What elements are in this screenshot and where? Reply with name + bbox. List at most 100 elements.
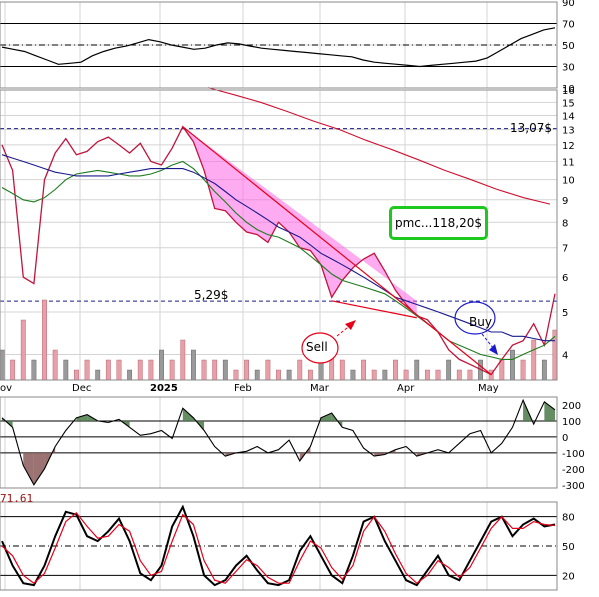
volume-bar bbox=[42, 299, 47, 381]
rsi-tick-label: 30 bbox=[562, 63, 575, 74]
volume-bar bbox=[116, 359, 122, 381]
cci-line bbox=[1, 398, 556, 486]
cci-tick-label: 0 bbox=[562, 433, 568, 444]
volume-bar bbox=[74, 369, 79, 381]
month-label: Mar bbox=[310, 383, 330, 394]
volume-bar bbox=[169, 359, 175, 381]
volume-bar bbox=[254, 369, 260, 381]
callout-box: pmc...118,20$ bbox=[389, 206, 488, 240]
stoch-tick-label: 50 bbox=[562, 542, 575, 553]
cci-shade bbox=[23, 452, 34, 485]
volume-bar bbox=[52, 349, 58, 381]
volume-bar bbox=[212, 359, 218, 381]
price-tick-label: 12 bbox=[562, 141, 575, 152]
price-tick-label: 13 bbox=[562, 126, 575, 137]
ma-short-line bbox=[1, 160, 556, 360]
price-tick-label: 6 bbox=[562, 273, 568, 284]
volume-bar bbox=[541, 359, 547, 381]
sell-arrow-head bbox=[345, 320, 356, 330]
cci-panel bbox=[0, 396, 558, 489]
volume-bar bbox=[0, 349, 5, 381]
volume-bar bbox=[201, 359, 207, 381]
month-label: Feb bbox=[234, 383, 252, 394]
rsi-tick-label: 50 bbox=[562, 41, 575, 52]
price-line bbox=[1, 125, 556, 376]
month-label: ov bbox=[0, 383, 12, 394]
price-panel bbox=[0, 89, 558, 381]
volume-bar bbox=[520, 359, 526, 381]
price-tick-label: 5 bbox=[562, 308, 568, 319]
volume-bar bbox=[456, 369, 462, 381]
volume-bar bbox=[446, 359, 452, 381]
price-tick-label: 16 bbox=[562, 86, 575, 97]
cci-shade bbox=[544, 401, 555, 421]
volume-bar bbox=[137, 359, 143, 381]
stoch-tick-label: 80 bbox=[562, 513, 575, 524]
volume-bar bbox=[308, 369, 313, 381]
volume-bar bbox=[424, 369, 430, 381]
volume-bar bbox=[403, 369, 409, 381]
price-tick-label: 15 bbox=[562, 98, 575, 109]
cci-shade bbox=[182, 408, 194, 421]
cci-shade bbox=[76, 414, 88, 421]
price-tick-label: 8 bbox=[562, 218, 568, 229]
volume-bar bbox=[127, 369, 133, 381]
month-label: May bbox=[478, 383, 499, 394]
volume-bar bbox=[393, 359, 398, 381]
volume-bar bbox=[105, 359, 111, 381]
price-tick-label: 9 bbox=[562, 196, 568, 207]
month-label: Apr bbox=[397, 383, 415, 394]
rsi-line bbox=[1, 27, 556, 68]
rsi-panel bbox=[0, 1, 558, 89]
volume-bar bbox=[435, 369, 441, 381]
cci-shade bbox=[44, 446, 56, 469]
volume-bar bbox=[148, 359, 154, 381]
volume-bar bbox=[499, 359, 505, 381]
rsi-tick-label: 70 bbox=[562, 20, 575, 31]
volume-bar bbox=[10, 359, 16, 381]
price-tick-label: 4 bbox=[562, 351, 568, 362]
sell-label: Sell bbox=[306, 340, 328, 354]
ma-mid-line bbox=[1, 154, 555, 342]
cci-shade bbox=[321, 412, 332, 421]
volume-bar bbox=[265, 359, 271, 381]
ma-long-line bbox=[207, 87, 551, 205]
volume-bar bbox=[361, 359, 366, 381]
volume-bar bbox=[84, 359, 90, 381]
volume-bar bbox=[339, 359, 345, 381]
volume-bar bbox=[276, 369, 281, 381]
volume-bar bbox=[31, 359, 37, 381]
level-high-label: 13,07$ bbox=[510, 121, 552, 135]
rsi-tick-label: 10 bbox=[562, 84, 575, 95]
buy-arrow-line bbox=[481, 333, 495, 350]
volume-bar bbox=[414, 359, 420, 381]
volume-bar bbox=[510, 349, 515, 381]
volume-bar bbox=[244, 359, 249, 381]
volume-bar bbox=[350, 369, 356, 381]
volume-bar bbox=[180, 339, 186, 381]
volume-bar bbox=[63, 359, 69, 381]
cci-shade bbox=[33, 452, 45, 485]
stoch-reading: 71.61 bbox=[0, 492, 34, 505]
volume-bar bbox=[191, 349, 196, 381]
volume-bar bbox=[382, 369, 388, 381]
price-tick-label: 11 bbox=[562, 157, 575, 168]
cci-tick-label: -200 bbox=[562, 465, 585, 476]
month-label: Dec bbox=[72, 383, 91, 394]
buy-label: Buy bbox=[469, 315, 492, 329]
volume-bar bbox=[286, 369, 292, 381]
stoch-d-line bbox=[1, 511, 556, 584]
price-tick-label: 7 bbox=[562, 244, 568, 255]
volume-bar bbox=[95, 369, 101, 381]
volume-bar bbox=[233, 369, 239, 381]
buy-arrow-head bbox=[489, 344, 498, 355]
month-label: 2025 bbox=[150, 383, 178, 394]
volume-bar bbox=[467, 369, 473, 381]
volume-bar bbox=[20, 319, 26, 381]
cci-tick-label: 100 bbox=[562, 417, 581, 428]
cci-tick-label: -300 bbox=[562, 481, 585, 492]
volume-bar bbox=[297, 359, 303, 381]
sell-circle bbox=[301, 332, 339, 364]
